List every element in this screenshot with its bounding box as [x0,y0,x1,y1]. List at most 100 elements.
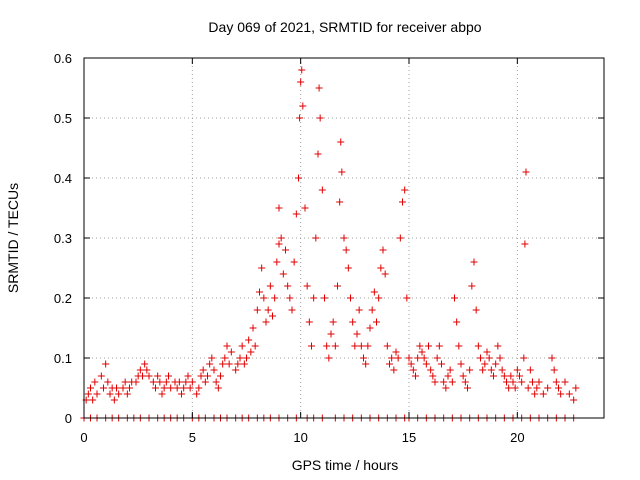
data-point [193,390,201,398]
data-point [262,318,270,326]
data-point [251,342,259,350]
data-point [470,258,478,266]
data-point [357,342,365,350]
data-point [351,342,359,350]
data-point [121,378,129,386]
data-point [337,138,345,146]
data-point [160,384,168,392]
data-point [518,378,526,386]
y-tick-label: 0.1 [54,351,72,366]
data-point [204,372,211,380]
data-point [416,342,424,350]
data-point [245,336,253,344]
data-point [143,366,151,374]
data-point [453,318,461,326]
data-point [362,360,370,368]
data-point [208,354,216,362]
data-point [427,366,435,374]
data-point [173,384,181,392]
data-point [323,342,331,350]
data-point [485,354,493,362]
data-point [84,390,92,398]
data-point [232,366,240,374]
data-point [409,366,417,374]
data-point [338,168,346,176]
data-point [464,384,471,392]
data-point [448,378,456,386]
data-point [494,342,502,350]
data-point [422,360,430,368]
data-point [271,294,279,302]
data-point [296,114,304,122]
data-point [269,312,276,320]
data-point [520,354,528,362]
data-point [318,186,326,194]
data-point [126,384,133,392]
data-point [477,354,484,362]
data-point [535,378,543,386]
data-point [97,372,105,380]
data-point [440,378,448,386]
data-point [394,354,402,362]
data-point [253,306,261,314]
data-point [243,354,250,362]
data-point [405,354,413,362]
data-point [240,360,248,368]
data-point [210,366,218,374]
data-point [466,366,474,374]
data-point [433,354,441,362]
data-point [492,360,500,368]
data-point [412,372,419,380]
data-point [188,378,196,386]
data-point [277,234,285,242]
data-point [260,294,268,302]
data-point [550,366,558,374]
data-point [366,324,374,332]
data-point [435,342,443,350]
data-point [290,258,298,266]
data-point [256,288,263,296]
data-point [325,354,333,362]
data-point [292,210,300,218]
data-point [531,390,539,398]
data-point [104,378,112,386]
data-point [201,378,209,386]
data-point [347,294,354,302]
data-point [236,354,244,362]
data-point [513,366,521,374]
data-point [217,372,224,380]
data-point [284,282,292,290]
data-point [459,372,467,380]
data-point [539,390,547,398]
data-point [145,372,153,380]
data-point [429,372,437,380]
data-point [119,384,127,392]
data-point [474,342,482,350]
data-point [533,384,541,392]
data-point [93,390,101,398]
data-point [503,378,510,386]
data-point [258,264,266,272]
data-point [386,360,393,368]
data-point [570,396,578,404]
data-point [275,204,283,212]
data-point [455,342,463,350]
data-point [223,342,231,350]
data-point [420,354,428,362]
data-point [221,354,229,362]
data-point [178,390,185,398]
data-point [113,384,120,392]
data-point [516,372,523,380]
data-point [340,234,348,242]
data-point [375,294,383,302]
data-point [87,384,94,392]
data-point [479,366,487,374]
data-point [355,306,363,314]
data-point [212,378,220,386]
data-point [123,390,131,398]
data-point [225,360,233,368]
data-point [526,366,534,374]
data-point [299,102,307,110]
data-point [312,234,320,242]
data-point [396,234,404,242]
